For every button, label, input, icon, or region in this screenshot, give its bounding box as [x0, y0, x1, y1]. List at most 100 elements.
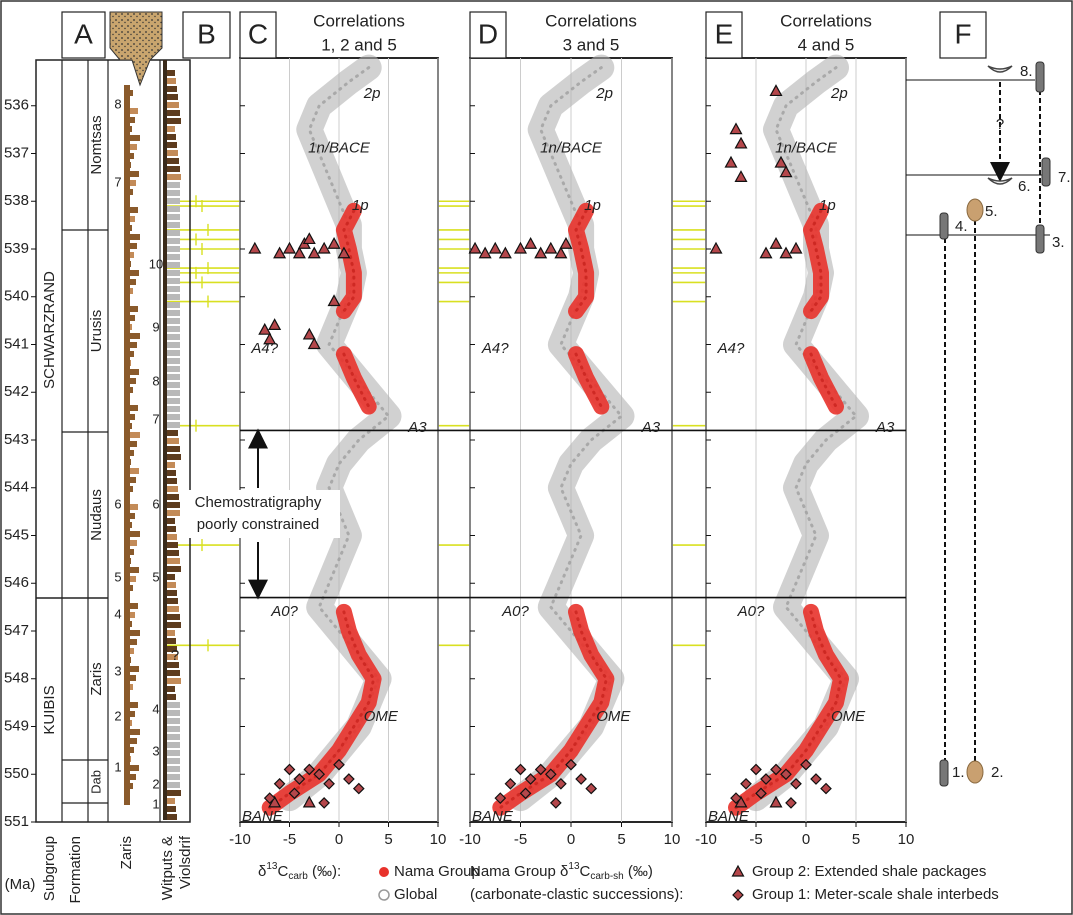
x-tick-label: -5 — [749, 831, 762, 848]
lithology-bar — [124, 342, 137, 348]
y-tick-label: 537 — [4, 144, 29, 161]
lithology-bar — [164, 246, 180, 252]
legend-marker — [379, 867, 389, 877]
y-tick-label: 543 — [4, 431, 29, 448]
lithology-bar — [164, 286, 180, 292]
lithology-bar — [124, 144, 137, 150]
lithology-bar — [165, 478, 177, 484]
curve-annotation: 2p — [363, 85, 381, 102]
zaris-sequence: 6 — [114, 496, 121, 511]
main-layer: A B SCHWARZRAND KUIBIS Nomtsas Urusis Nudaus Za… — [4, 11, 1071, 904]
group2-point — [258, 322, 272, 335]
y-tick-label: 541 — [4, 335, 29, 352]
column-header: Zaris — [118, 836, 135, 869]
group2-point — [292, 246, 306, 259]
curve-annotation: OME — [364, 708, 399, 725]
lithology-bar — [165, 654, 178, 660]
group1-point — [770, 763, 782, 776]
lithology-bar — [165, 462, 175, 468]
legend-text-part: 13 — [568, 861, 580, 872]
curve-annotation: 1p — [584, 197, 601, 214]
witputs-sequence: 3 — [152, 743, 159, 758]
curve-annotation: 1n/BACE — [775, 140, 838, 157]
lithology-bar — [165, 558, 180, 564]
lithology-bar — [164, 254, 180, 260]
x-tick-label: -5 — [514, 831, 527, 848]
lithology-bar — [165, 518, 175, 524]
x-tick-label: -10 — [229, 831, 251, 848]
lithology-bar — [165, 542, 178, 548]
zaris-sequence: 4 — [114, 606, 121, 621]
curve-annotation: A3 — [407, 419, 427, 436]
group1-point — [810, 773, 822, 785]
lithology-bar — [165, 78, 176, 84]
legend-text-part: δ — [258, 863, 266, 880]
panel-subtitle: 3 and 5 — [563, 35, 620, 54]
panel-letter: D — [478, 18, 498, 49]
curve-annotation: 1p — [819, 197, 836, 214]
lithology-bar — [165, 70, 175, 76]
group2-point — [524, 236, 538, 249]
lithology-bar — [165, 550, 179, 556]
formation-name: Dab — [88, 770, 103, 794]
y-tick-label: 545 — [4, 526, 29, 543]
group1-point — [575, 773, 587, 785]
column-frame — [35, 59, 191, 823]
group2-point — [337, 246, 351, 259]
group2-point — [488, 241, 502, 254]
lithology-bar — [165, 438, 179, 444]
lithology-bar — [165, 646, 177, 652]
lithology-bar — [165, 622, 181, 628]
x-tick-label: 10 — [898, 831, 915, 848]
subgroup-name: KUIBIS — [41, 685, 58, 734]
lithology-bar — [165, 486, 178, 492]
group1-point — [550, 797, 562, 809]
y-tick-label: 540 — [4, 288, 29, 305]
lithology-bar — [165, 430, 178, 436]
group2-point — [544, 241, 558, 254]
group2-point — [273, 246, 287, 259]
lithology-bar — [164, 230, 180, 236]
x-tick-label: 0 — [802, 831, 810, 848]
legend-title: δ13Ccarb (‰): — [258, 861, 341, 882]
group1-point — [760, 773, 772, 785]
lithology-bar — [124, 765, 139, 771]
lithology-bar — [165, 534, 177, 540]
group1-point — [303, 763, 316, 776]
curve-annotation: A3 — [641, 419, 661, 436]
lithology-bar — [124, 738, 137, 744]
lithology-bar — [165, 126, 175, 132]
lithology-bar — [124, 441, 137, 447]
panel-letter-box — [239, 11, 277, 59]
curve-annotation: A0? — [737, 603, 765, 620]
lithology-bar — [164, 350, 180, 356]
annotation-bg — [180, 490, 340, 538]
unit-label: (Ma) — [5, 876, 36, 893]
lithology-bar — [124, 405, 138, 411]
x-tick-label: 5 — [852, 831, 860, 848]
lithology-bar — [165, 798, 175, 804]
group2-point — [327, 294, 341, 307]
lithology-bar — [124, 666, 139, 672]
lithology-bar — [164, 358, 180, 364]
group2-point — [779, 246, 793, 259]
curve-annotation: BANE — [472, 808, 514, 825]
lithology-bar — [124, 630, 140, 636]
curve-annotation: A0? — [501, 603, 529, 620]
panel-letter-box — [469, 11, 507, 59]
lithology-bar — [164, 734, 180, 740]
lithology-bar — [164, 374, 180, 380]
curve-annotation: A0? — [270, 603, 298, 620]
legend-label: Nama Group — [394, 863, 480, 880]
y-tick-label: 551 — [4, 813, 29, 830]
lithology-bar — [165, 150, 178, 156]
legend-text-part: Nama Group δ — [470, 863, 568, 880]
group2-point — [759, 246, 773, 259]
panel-letter: A — [74, 18, 93, 49]
panel-letter: B — [197, 18, 216, 49]
lithology-bar — [165, 102, 179, 108]
group1-point — [514, 763, 527, 776]
group2-point — [302, 795, 316, 808]
lithology-bar — [164, 718, 180, 724]
formation-name: Nudaus — [88, 489, 105, 541]
